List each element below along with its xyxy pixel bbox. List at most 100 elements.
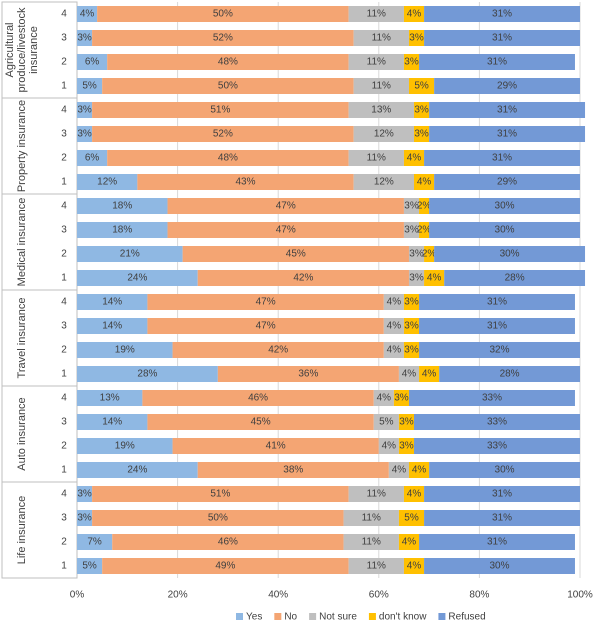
bar-segment [408, 390, 575, 406]
bar-segment [112, 534, 344, 550]
data-label: 31% [492, 153, 512, 164]
data-label: 4% [412, 465, 427, 476]
bar-segment [403, 318, 420, 334]
bar-segment [419, 222, 430, 238]
data-label: 33% [487, 441, 507, 452]
y-tick-label: 4 [61, 201, 67, 212]
data-label: 3% [409, 249, 424, 260]
y-tick-label: 4 [61, 9, 67, 20]
bar-segment [77, 342, 173, 358]
bar-segment [424, 150, 580, 166]
bar-segment [77, 390, 143, 406]
x-tick-label: 0% [70, 590, 85, 601]
bar-segment [77, 126, 93, 142]
data-label: 3% [77, 105, 92, 116]
bar-segment [383, 318, 404, 334]
bar-segment [77, 414, 148, 430]
bar-segment [348, 486, 404, 502]
data-label: 47% [256, 297, 276, 308]
data-label: 4% [80, 9, 95, 20]
bar-segment [414, 438, 580, 454]
bar-segment [77, 366, 218, 382]
bar-segment [77, 510, 93, 526]
data-label: 50% [208, 513, 228, 524]
bar-segment [77, 174, 138, 190]
legend-swatch [438, 613, 446, 620]
data-label: 31% [497, 105, 517, 116]
group-label: Travel insurance [16, 297, 28, 379]
bar-segment [92, 486, 349, 502]
bar-segment [353, 126, 415, 142]
data-label: 11% [372, 33, 391, 44]
group-label: Auto insurance [16, 397, 28, 471]
data-label: 28% [505, 273, 525, 284]
x-tick-label: 40% [268, 590, 288, 601]
bar-segment [197, 462, 389, 478]
bar-segment [353, 174, 415, 190]
bar-segment [182, 246, 409, 262]
bar-segment [398, 366, 420, 382]
bar-segment [172, 438, 379, 454]
bar-segment [429, 102, 586, 118]
data-label: 33% [487, 417, 507, 428]
bar-segment [167, 198, 404, 214]
data-label: 51% [210, 105, 230, 116]
y-tick-label: 4 [61, 105, 67, 116]
bar-segment [217, 366, 399, 382]
bar-segment [419, 342, 580, 358]
bar-segment [77, 534, 113, 550]
data-label: 28% [137, 369, 157, 380]
bar-segment [348, 558, 404, 574]
bar-segment [77, 462, 198, 478]
bar-segment [398, 510, 425, 526]
data-label: 11% [367, 57, 386, 68]
y-tick-label: 3 [61, 129, 67, 140]
data-label: 49% [215, 561, 235, 572]
data-label: 5% [82, 561, 97, 572]
bar-segment [429, 462, 580, 478]
bar-segment [403, 198, 420, 214]
data-label: 50% [213, 9, 233, 20]
data-label: 45% [286, 249, 306, 260]
data-label: 4% [422, 369, 437, 380]
bar-segment [92, 126, 354, 142]
bar-segment [77, 102, 93, 118]
data-label: 3% [77, 513, 92, 524]
data-label: 4% [402, 537, 417, 548]
legend-swatch [309, 613, 317, 620]
bar-segment [434, 246, 586, 262]
bar-segment [403, 342, 420, 358]
data-label: 6% [85, 153, 100, 164]
data-label: 14% [102, 297, 122, 308]
data-label: 43% [235, 177, 255, 188]
bar-segment [147, 294, 384, 310]
legend-swatch [368, 613, 376, 620]
bar-segment [434, 174, 580, 190]
data-label: 19% [115, 441, 135, 452]
data-label: 52% [213, 33, 233, 44]
bar-segment [398, 414, 415, 430]
data-label: 32% [490, 345, 510, 356]
legend-label: don't know [379, 612, 427, 623]
bar-segment [403, 486, 425, 502]
data-label: 28% [500, 369, 520, 380]
data-label: 3% [77, 129, 92, 140]
bar-segment [424, 6, 580, 22]
bar-segment [77, 558, 103, 574]
data-label: 3% [394, 393, 409, 404]
bar-segment [388, 462, 409, 478]
bar-segment [92, 510, 344, 526]
bar-segment [403, 294, 420, 310]
data-label: 11% [367, 9, 386, 20]
data-label: 50% [218, 81, 238, 92]
bar-segment [353, 30, 409, 46]
bar-segment [424, 558, 575, 574]
data-label: 4% [387, 297, 402, 308]
data-label: 18% [112, 225, 132, 236]
bar-segment [403, 222, 420, 238]
bar-segment [403, 150, 425, 166]
data-label: 3% [404, 225, 419, 236]
bar-segment [343, 534, 399, 550]
bar-segment [172, 342, 384, 358]
data-label: 31% [487, 537, 507, 548]
